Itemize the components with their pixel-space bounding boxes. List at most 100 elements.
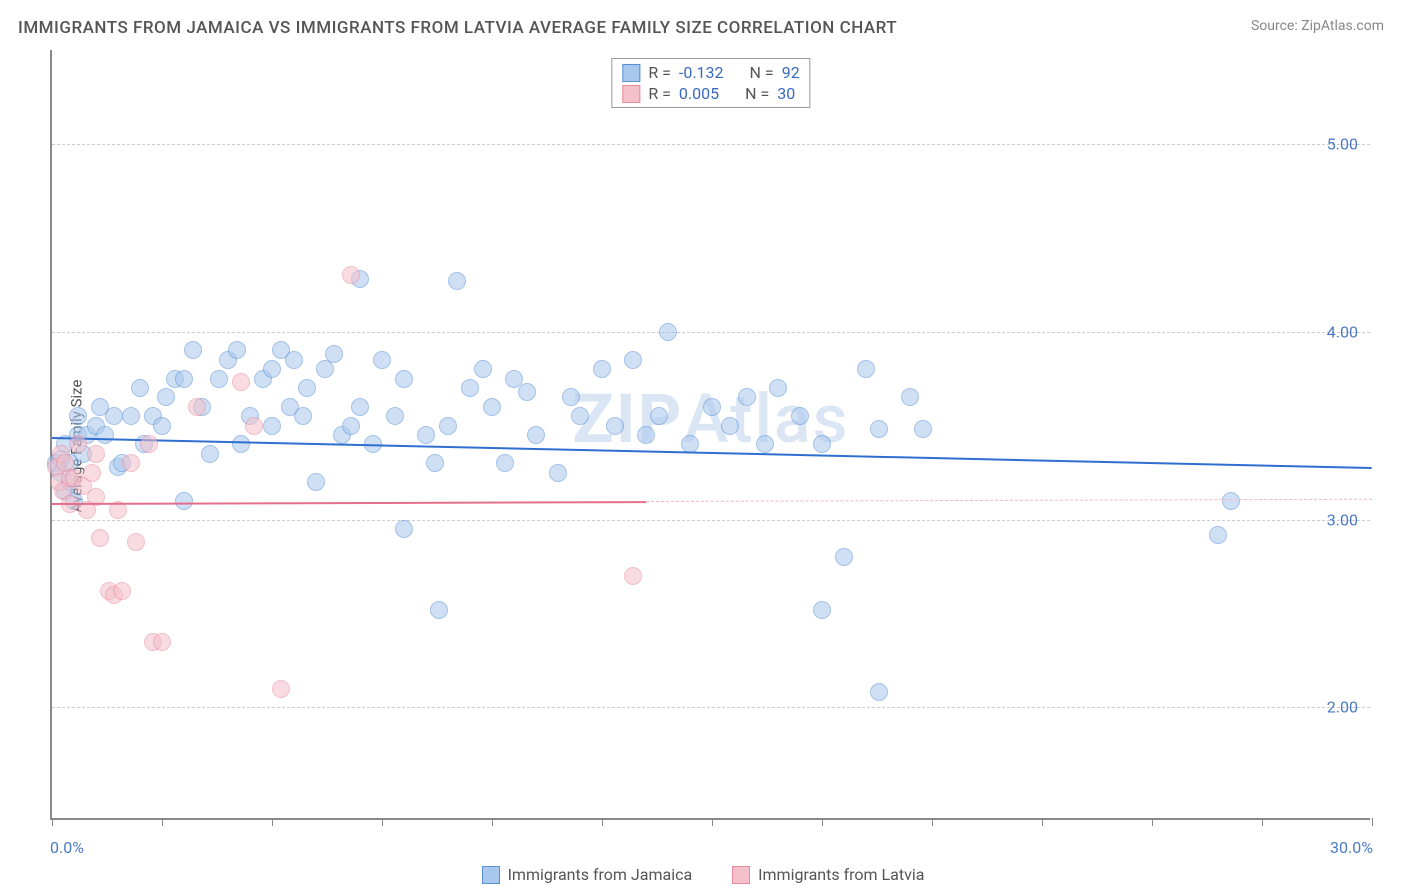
x-tick xyxy=(1372,818,1373,826)
legend-n-value: 92 xyxy=(782,63,800,82)
scatter-point xyxy=(263,417,281,435)
scatter-point xyxy=(650,407,668,425)
source-label: Source: xyxy=(1251,18,1301,34)
y-tick-label: 3.00 xyxy=(1327,510,1358,529)
scatter-point xyxy=(272,680,290,698)
scatter-point xyxy=(417,426,435,444)
x-tick xyxy=(712,818,713,826)
scatter-point xyxy=(474,360,492,378)
legend-r-value: 0.005 xyxy=(679,84,719,103)
chart-title: IMMIGRANTS FROM JAMAICA VS IMMIGRANTS FR… xyxy=(18,18,897,38)
scatter-point xyxy=(606,417,624,435)
scatter-point xyxy=(69,435,87,453)
scatter-point xyxy=(439,417,457,435)
scatter-point xyxy=(518,383,536,401)
scatter-point xyxy=(105,407,123,425)
scatter-point xyxy=(175,370,193,388)
scatter-point xyxy=(593,360,611,378)
scatter-point xyxy=(153,417,171,435)
scatter-point xyxy=(1209,526,1227,544)
scatter-point xyxy=(791,407,809,425)
scatter-point xyxy=(813,435,831,453)
scatter-point xyxy=(562,388,580,406)
scatter-point xyxy=(263,360,281,378)
scatter-point xyxy=(496,454,514,472)
trend-line xyxy=(52,501,646,505)
scatter-point xyxy=(87,445,105,463)
scatter-point xyxy=(461,379,479,397)
scatter-point xyxy=(307,473,325,491)
scatter-point xyxy=(769,379,787,397)
x-tick xyxy=(1262,818,1263,826)
scatter-point xyxy=(210,370,228,388)
scatter-point xyxy=(91,529,109,547)
legend-stats-box: R =-0.132N =92R =0.005N =30 xyxy=(611,58,810,108)
scatter-point xyxy=(914,420,932,438)
scatter-point xyxy=(131,379,149,397)
x-tick xyxy=(492,818,493,826)
scatter-point xyxy=(175,492,193,510)
scatter-point xyxy=(395,370,413,388)
legend-label: Immigrants from Latvia xyxy=(758,865,924,884)
scatter-point xyxy=(83,464,101,482)
scatter-point xyxy=(527,426,545,444)
scatter-point xyxy=(857,360,875,378)
x-tick xyxy=(52,818,53,826)
scatter-point xyxy=(201,445,219,463)
scatter-point xyxy=(901,388,919,406)
source-attribution: Source: ZipAtlas.com xyxy=(1251,18,1384,34)
scatter-point xyxy=(228,341,246,359)
legend-item: Immigrants from Jamaica xyxy=(482,865,693,884)
x-tick xyxy=(822,818,823,826)
y-tick-label: 2.00 xyxy=(1327,698,1358,717)
x-tick xyxy=(602,818,603,826)
scatter-point xyxy=(659,323,677,341)
scatter-point xyxy=(232,373,250,391)
source-value: ZipAtlas.com xyxy=(1301,18,1384,34)
scatter-point xyxy=(127,533,145,551)
scatter-point xyxy=(298,379,316,397)
legend-n-label: N = xyxy=(745,84,769,103)
gridline xyxy=(52,520,1370,521)
scatter-point xyxy=(232,435,250,453)
scatter-point xyxy=(870,420,888,438)
scatter-point xyxy=(96,426,114,444)
x-tick xyxy=(932,818,933,826)
gridline xyxy=(52,707,1370,708)
gridline xyxy=(52,332,1370,333)
scatter-point xyxy=(188,398,206,416)
x-tick xyxy=(1152,818,1153,826)
scatter-point xyxy=(113,582,131,600)
legend-label: Immigrants from Jamaica xyxy=(508,865,693,884)
scatter-point xyxy=(813,601,831,619)
scatter-point xyxy=(835,548,853,566)
scatter-point xyxy=(245,417,263,435)
plot-area: ZIPAtlas R =-0.132N =92R =0.005N =30 2.0… xyxy=(50,50,1370,820)
scatter-point xyxy=(184,341,202,359)
x-tick xyxy=(162,818,163,826)
x-tick xyxy=(1042,818,1043,826)
legend-item: Immigrants from Latvia xyxy=(732,865,924,884)
scatter-point xyxy=(483,398,501,416)
scatter-point xyxy=(571,407,589,425)
scatter-point xyxy=(342,417,360,435)
scatter-point xyxy=(153,633,171,651)
scatter-point xyxy=(1222,492,1240,510)
scatter-point xyxy=(386,407,404,425)
scatter-point xyxy=(637,426,655,444)
trend-line-extension xyxy=(646,498,1372,501)
trend-line xyxy=(52,437,1372,469)
scatter-point xyxy=(122,407,140,425)
legend-n-value: 30 xyxy=(777,84,795,103)
scatter-point xyxy=(430,601,448,619)
y-tick-label: 4.00 xyxy=(1327,322,1358,341)
scatter-point xyxy=(325,345,343,363)
x-tick xyxy=(272,818,273,826)
scatter-point xyxy=(395,520,413,538)
legend-swatch xyxy=(622,85,640,103)
legend-n-label: N = xyxy=(750,63,774,82)
scatter-point xyxy=(342,266,360,284)
scatter-point xyxy=(756,435,774,453)
scatter-point xyxy=(549,464,567,482)
scatter-point xyxy=(624,351,642,369)
